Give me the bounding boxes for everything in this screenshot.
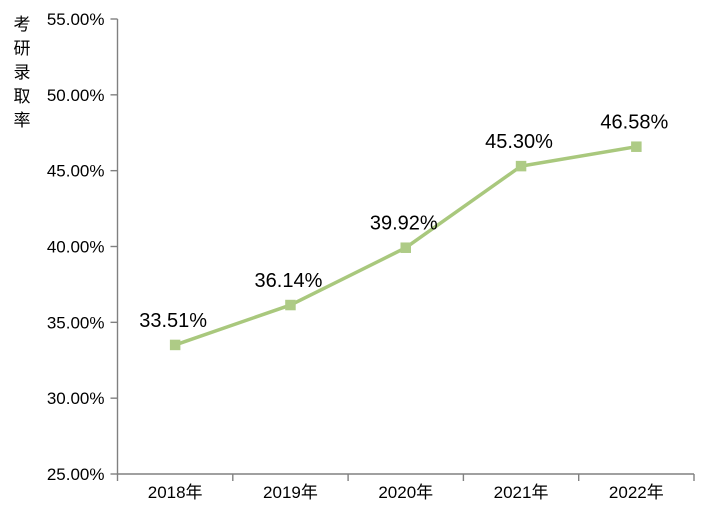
x-tick-label: 2018年 bbox=[148, 483, 203, 502]
data-label: 33.51% bbox=[139, 310, 207, 332]
data-point-marker bbox=[285, 299, 296, 311]
y-tick-label: 50.00% bbox=[47, 86, 105, 105]
y-axis-title: 考研录取率 bbox=[13, 15, 31, 130]
data-label: 45.30% bbox=[485, 131, 553, 153]
data-label: 36.14% bbox=[255, 270, 323, 292]
data-point-marker bbox=[169, 339, 181, 351]
x-tick-label: 2022年 bbox=[609, 483, 664, 502]
data-point-marker bbox=[631, 141, 642, 152]
x-tick-label: 2021年 bbox=[494, 483, 549, 502]
y-tick-label: 40.00% bbox=[47, 238, 105, 257]
x-tick-label: 2020年 bbox=[378, 483, 433, 502]
y-tick-label: 25.00% bbox=[47, 465, 105, 484]
data-point-marker bbox=[515, 160, 527, 172]
y-tick-label: 35.00% bbox=[47, 313, 105, 332]
data-point-marker bbox=[400, 242, 411, 253]
y-tick-label: 55.00% bbox=[47, 10, 105, 29]
data-label: 39.92% bbox=[370, 213, 438, 235]
x-tick-label: 2019年 bbox=[263, 483, 318, 502]
y-tick-label: 45.00% bbox=[47, 162, 105, 181]
y-tick-label: 30.00% bbox=[47, 389, 105, 408]
data-label: 46.58% bbox=[600, 112, 668, 134]
